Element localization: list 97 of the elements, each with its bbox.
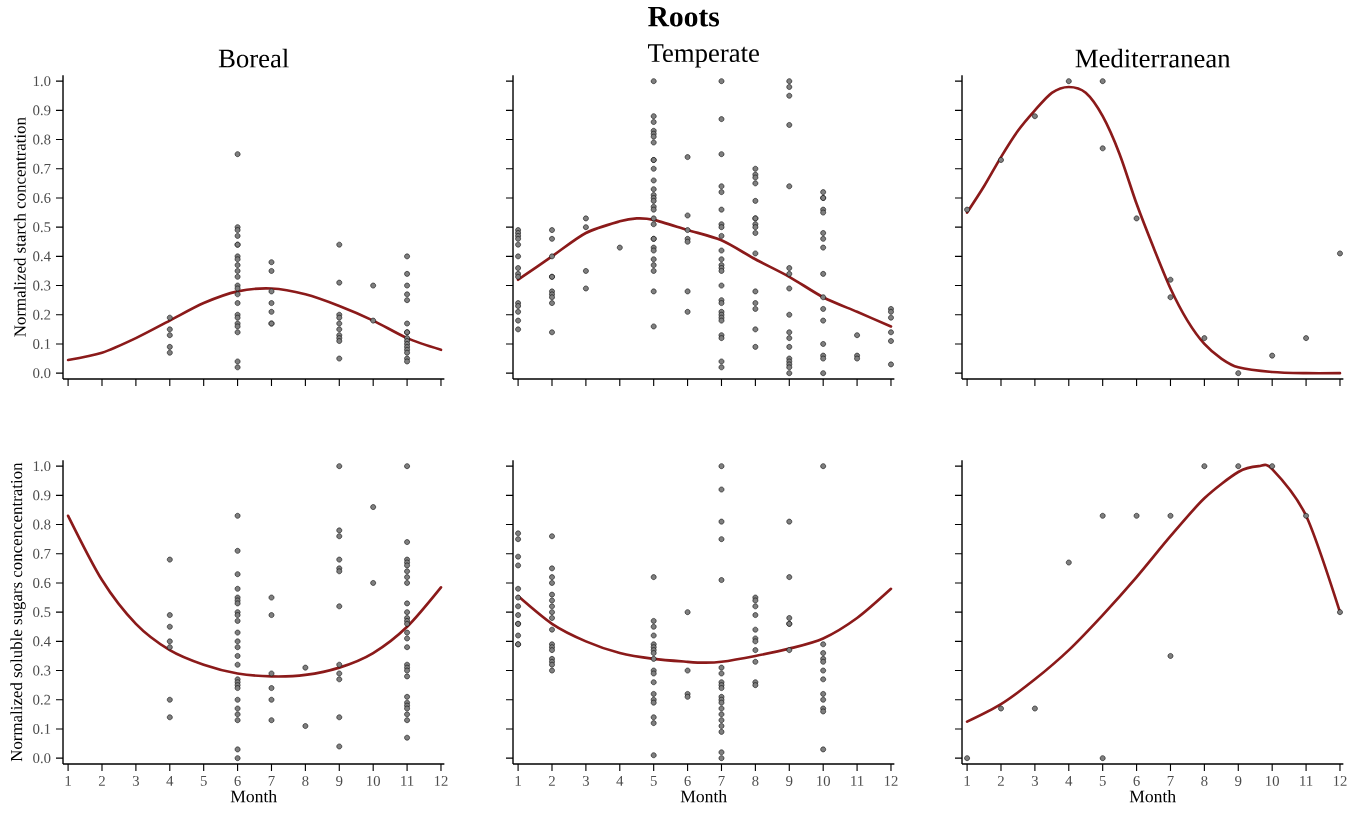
point xyxy=(1133,512,1140,519)
x-tick-label: 6 xyxy=(684,776,691,786)
y-tick-label: 0.2 xyxy=(33,694,51,705)
y-tick-label: 0.6 xyxy=(33,192,51,203)
x-tick-label: 12 xyxy=(434,776,448,786)
x-tick-label: 4 xyxy=(616,776,624,786)
point xyxy=(1099,512,1106,519)
y-tick-label: 0.3 xyxy=(33,280,51,291)
point xyxy=(1269,352,1275,359)
x-tick-label: 11 xyxy=(1300,775,1313,786)
point xyxy=(1099,78,1106,84)
point xyxy=(1235,370,1242,376)
point xyxy=(1269,463,1275,469)
x-tick-label: 3 xyxy=(1031,776,1038,786)
y-tick-label: 0.7 xyxy=(33,548,51,559)
y-tick-label: 0.3 xyxy=(33,665,51,676)
y-tick-label: 0.5 xyxy=(33,222,51,233)
y-tick-label: 0.1 xyxy=(33,723,51,734)
y-tick-label: 0.5 xyxy=(33,607,51,618)
point xyxy=(1167,653,1174,659)
y-tick-label: 0.9 xyxy=(33,490,51,501)
y-tick-label: 0.6 xyxy=(33,577,51,588)
y-axis-title: Normalized starch concentration xyxy=(13,117,26,337)
x-tick-label: 2 xyxy=(548,776,555,786)
point xyxy=(1065,78,1072,84)
x-tick-label: 12 xyxy=(884,776,898,786)
x-tick-label: 5 xyxy=(200,776,207,786)
line-series xyxy=(66,514,443,678)
point xyxy=(1099,755,1106,761)
y-tick-label: 1.0 xyxy=(33,76,51,87)
x-tick-label: 1 xyxy=(964,775,970,786)
point xyxy=(998,157,1004,163)
x-tick-label: 8 xyxy=(1201,776,1208,786)
y-tick-label: 0.0 xyxy=(33,368,51,379)
x-axis-title: Month xyxy=(1129,789,1176,803)
x-tick-label: 4 xyxy=(166,776,174,786)
x-tick-label: 2 xyxy=(98,776,105,786)
point xyxy=(1133,215,1140,222)
y-tick-label: 0.7 xyxy=(33,163,51,174)
point xyxy=(1167,276,1174,283)
x-tick-label: 4 xyxy=(1065,776,1073,786)
chart-subtitle: Temperate xyxy=(648,44,759,68)
point xyxy=(1337,250,1343,257)
x-axis-title: Month xyxy=(230,789,277,803)
point xyxy=(1337,609,1343,615)
y-tick-label: 0.4 xyxy=(33,636,51,647)
x-tick-label: 3 xyxy=(582,776,589,786)
x-tick-label: 1 xyxy=(65,775,71,786)
x-tick-label: 7 xyxy=(1167,776,1174,786)
point xyxy=(1303,335,1309,341)
point xyxy=(964,206,970,213)
y-tick-label: 0.4 xyxy=(33,251,51,262)
point xyxy=(1167,512,1174,519)
x-tick-label: 11 xyxy=(851,775,864,786)
point xyxy=(1099,145,1106,152)
x-tick-label: 9 xyxy=(336,776,343,786)
chart-subtitle: Boreal xyxy=(218,48,289,68)
point xyxy=(1303,512,1309,519)
point xyxy=(1167,294,1174,301)
x-tick-label: 6 xyxy=(234,776,241,786)
y-tick-label: 0.1 xyxy=(33,338,51,349)
x-tick-label: 10 xyxy=(1266,776,1279,786)
chart-title: Roots xyxy=(648,6,720,27)
x-tick-label: 8 xyxy=(302,776,309,786)
y-tick-label: 0.8 xyxy=(33,519,51,530)
point xyxy=(1201,463,1208,469)
line-series xyxy=(66,287,443,362)
y-tick-label: 0.0 xyxy=(33,753,51,764)
chart-subtitle: Mediterranean xyxy=(1075,48,1231,68)
x-tick-label: 9 xyxy=(786,776,793,786)
x-tick-label: 5 xyxy=(650,776,657,786)
point xyxy=(964,755,970,761)
y-tick-label: 0.8 xyxy=(33,134,51,145)
x-axis-title: Month xyxy=(680,789,727,803)
x-tick-label: 6 xyxy=(1133,776,1140,786)
x-tick-label: 12 xyxy=(1333,776,1347,786)
point xyxy=(1065,559,1072,566)
y-axis-title: Normalized soluble sugars concencentration xyxy=(10,462,26,762)
point xyxy=(1235,463,1242,469)
point xyxy=(1032,705,1038,712)
y-tick-label: 1.0 xyxy=(33,461,51,472)
x-tick-label: 10 xyxy=(367,776,380,786)
point xyxy=(1201,335,1208,341)
x-tick-label: 1 xyxy=(515,775,521,786)
x-tick-label: 11 xyxy=(401,775,414,786)
x-tick-label: 10 xyxy=(817,776,830,786)
x-tick-label: 2 xyxy=(997,776,1004,786)
point xyxy=(998,705,1004,712)
point xyxy=(1032,113,1038,120)
x-tick-label: 5 xyxy=(1099,776,1106,786)
x-tick-label: 3 xyxy=(132,776,139,786)
x-tick-label: 7 xyxy=(718,776,725,786)
y-tick-label: 0.2 xyxy=(33,309,51,320)
x-tick-label: 8 xyxy=(752,776,759,786)
x-tick-label: 7 xyxy=(268,776,275,786)
x-tick-label: 9 xyxy=(1235,776,1242,786)
y-tick-label: 0.9 xyxy=(33,105,51,116)
